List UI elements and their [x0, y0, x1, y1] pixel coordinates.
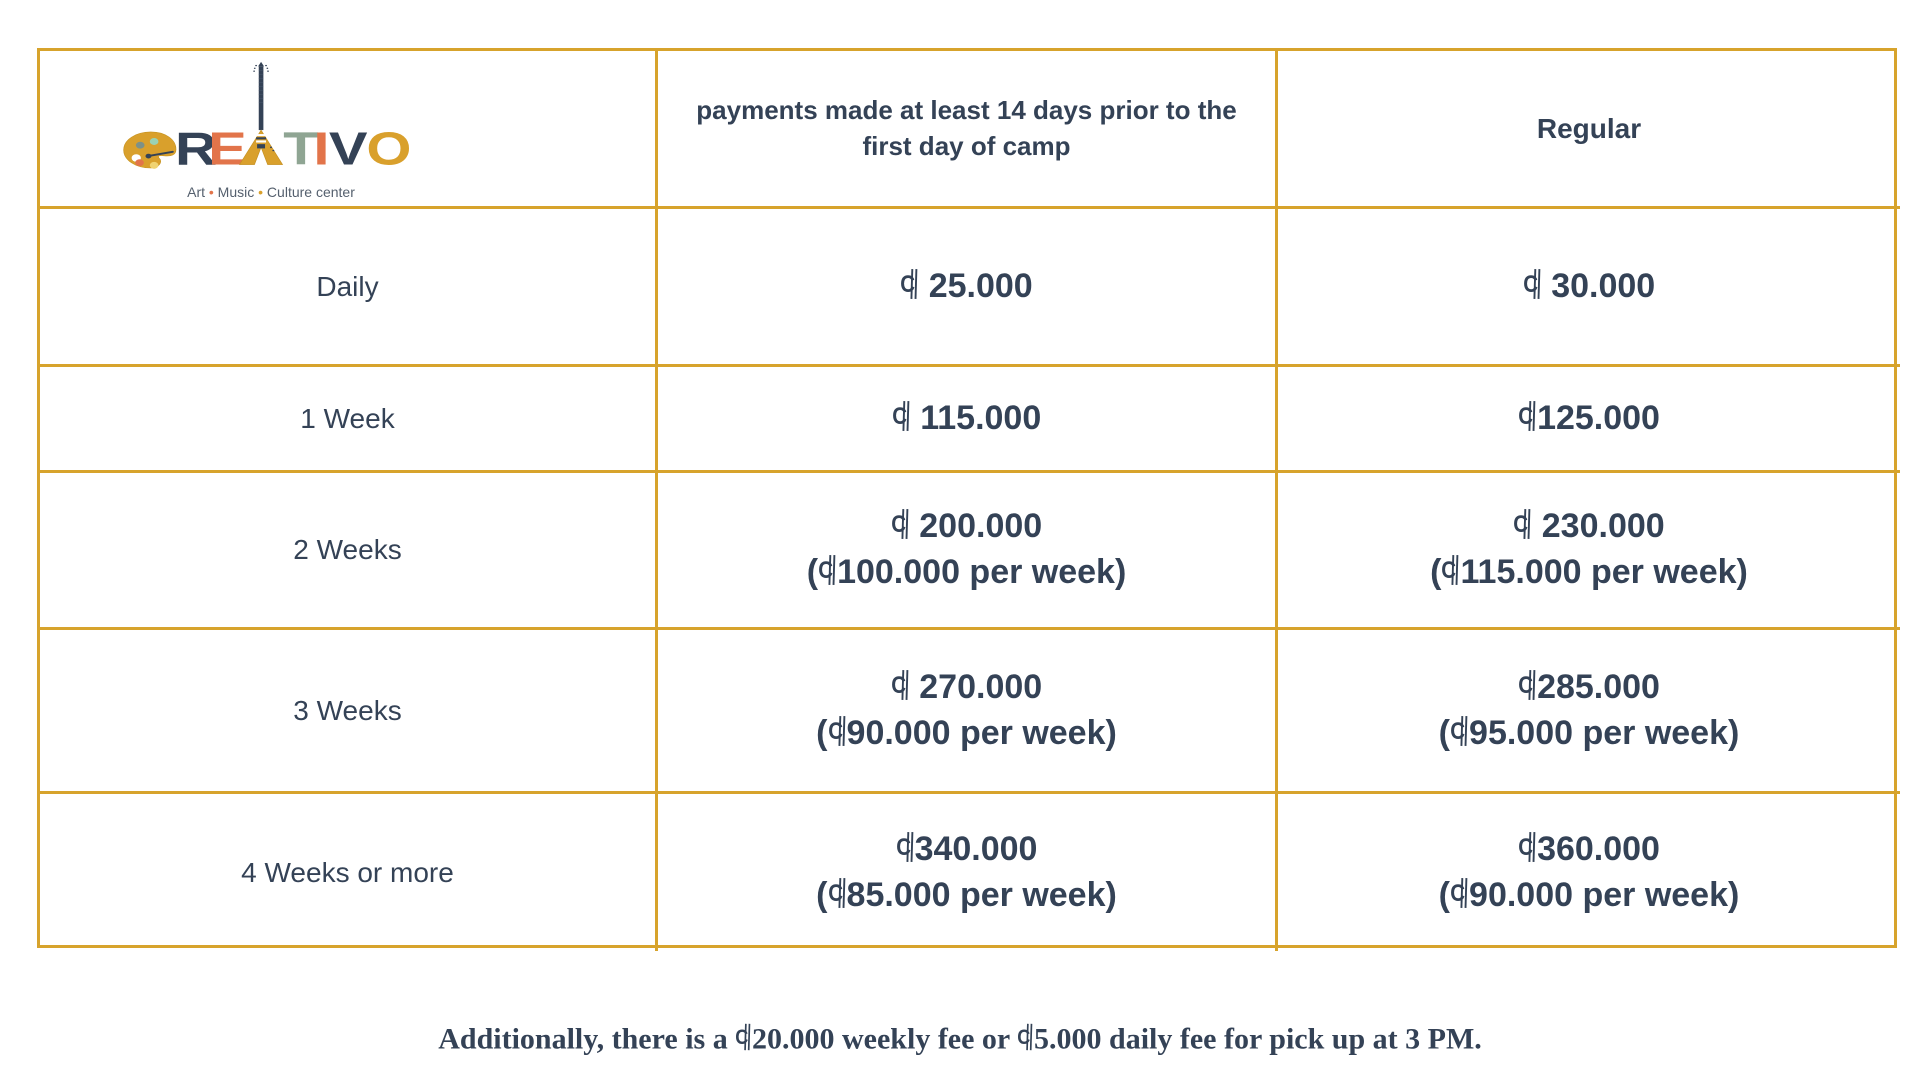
- svg-text:V: V: [329, 123, 368, 175]
- svg-text:I: I: [313, 123, 329, 175]
- svg-text:E: E: [208, 123, 247, 175]
- svg-text:O: O: [366, 123, 411, 175]
